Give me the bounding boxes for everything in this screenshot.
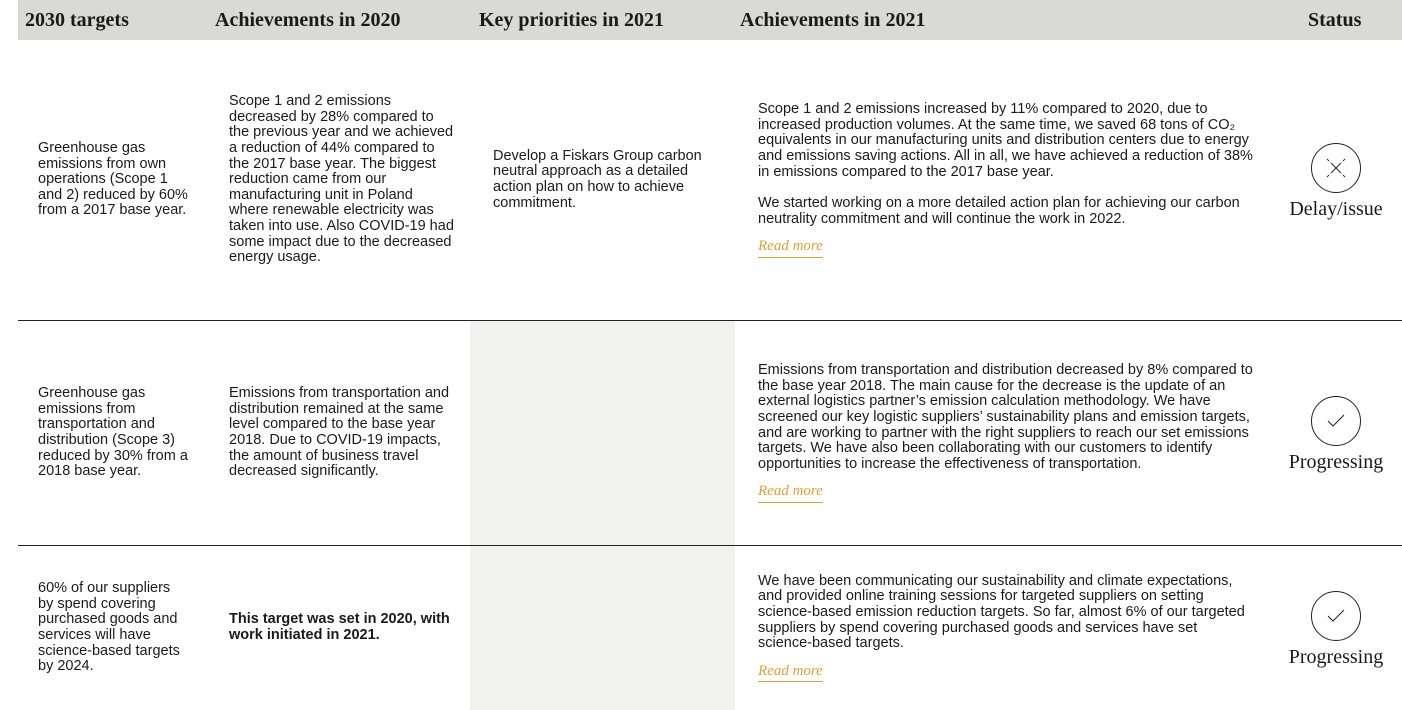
paragraph: We have been communicating our sustainab… [758,572,1245,652]
column-header: Key priorities in 2021 [479,9,664,31]
cell: Emissions from transportation and distri… [758,321,1253,545]
cell: Emissions from transportation and distri… [229,321,454,545]
empty-cell [470,321,735,545]
cell: Progressing [1270,321,1402,545]
paragraph: Scope 1 and 2 emissions increased by 11%… [758,101,1253,180]
cell: This target was set in 2020, with work i… [229,546,454,710]
read-more-link[interactable]: Read more [758,663,823,683]
cell: Develop a Fiskars Group carbon neutral a… [470,40,735,320]
table-row: Greenhouse gas emissions from transporta… [0,321,1402,545]
status-label: Delay/issue [1289,198,1383,221]
paragraph: Emissions from transportation and distri… [758,362,1253,472]
cell: Greenhouse gas emissions from own operat… [38,40,188,320]
target-text: Greenhouse gas emissions from transporta… [38,385,188,480]
cell: Scope 1 and 2 emissions decreased by 28%… [229,40,454,320]
read-more-link[interactable]: Read more [758,239,823,258]
achievement-text: This target was set in 2020, with work i… [229,611,450,643]
cell: Greenhouse gas emissions from transporta… [38,321,188,545]
status-icon [1311,396,1361,447]
status-label: Progressing [1288,451,1384,474]
column-header: Status [1308,9,1362,31]
paragraph: We started working on a more detailed ac… [758,195,1240,227]
column-header: Achievements in 2020 [215,9,401,31]
row-separator [18,545,1402,546]
empty-cell [470,546,735,710]
cell: We have been communicating our sustainab… [758,546,1253,710]
status-label: Progressing [1288,646,1384,669]
row-separator [18,320,1402,321]
status-icon [1311,591,1361,642]
cell: Scope 1 and 2 emissions increased by 11%… [758,40,1253,320]
cell: Progressing [1270,546,1402,710]
column-header: Achievements in 2021 [740,9,926,31]
column-header: 2030 targets [25,9,129,31]
cell: Delay/issue [1270,40,1402,320]
read-more-link[interactable]: Read more [758,484,823,503]
status-icon [1311,143,1361,194]
achievement-text: Scope 1 and 2 emissions decreased by 28%… [229,93,454,266]
cell: 60% of our suppliers by spend covering p… [38,546,188,710]
table-header: 2030 targets Achievements in 2020 Key pr… [18,0,1402,40]
table-row: Greenhouse gas emissions from own operat… [0,40,1402,320]
target-text: Greenhouse gas emissions from own operat… [38,140,188,219]
priority-text: Develop a Fiskars Group carbon neutral a… [493,147,702,211]
target-text: 60% of our suppliers by spend covering p… [38,580,180,675]
table-row: 60% of our suppliers by spend covering p… [0,546,1402,710]
achievement-text: Emissions from transportation and distri… [229,385,450,480]
